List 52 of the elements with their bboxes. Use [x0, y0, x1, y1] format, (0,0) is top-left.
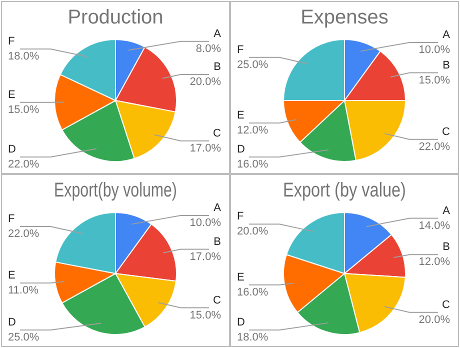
data-label: 14.0%: [418, 220, 450, 232]
chart-title: Export (by value): [283, 178, 406, 201]
data-label: 16.0%: [237, 286, 268, 298]
data-label: 10.0%: [418, 44, 450, 56]
slice-label: B: [442, 59, 450, 72]
data-label: 25.0%: [237, 58, 268, 71]
slice-label: A: [214, 202, 222, 214]
data-label: 11.0%: [8, 284, 39, 297]
slice-label: F: [237, 44, 244, 56]
data-label: 15.0%: [418, 74, 450, 86]
slice-label: D: [8, 144, 16, 156]
data-label: 12.0%: [418, 256, 450, 268]
slice-label: C: [213, 294, 222, 306]
slice-label: B: [214, 61, 221, 74]
slice-label: E: [237, 271, 244, 284]
slice-label: C: [213, 127, 222, 140]
data-label: 22.0%: [8, 228, 40, 240]
slice-label: C: [442, 298, 450, 311]
data-label: 20.0%: [237, 226, 268, 238]
slice-label: F: [237, 210, 244, 223]
data-label: 22.0%: [8, 158, 40, 171]
slice-label: D: [237, 144, 245, 156]
slice-label: B: [214, 236, 221, 248]
slice-label: A: [214, 28, 222, 40]
slice-label: E: [237, 109, 244, 122]
data-label: 16.0%: [237, 158, 268, 171]
data-label: 17.0%: [190, 250, 222, 263]
chart-title: Export(by volume): [54, 178, 177, 202]
data-label: 17.0%: [190, 142, 222, 154]
slice-label: E: [8, 88, 16, 101]
slice-label: D: [8, 316, 16, 329]
data-label: 18.0%: [237, 332, 268, 344]
data-label: 20.0%: [190, 76, 222, 88]
slice-label: F: [8, 36, 15, 48]
slice-label: B: [442, 241, 450, 254]
data-label: 18.0%: [8, 50, 40, 63]
slice-label: A: [442, 204, 451, 217]
slice-label: E: [8, 270, 16, 282]
slice-label: A: [442, 29, 451, 42]
data-label: 12.0%: [237, 124, 268, 136]
chart-title: Expenses: [300, 6, 388, 29]
data-label: 8.0%: [196, 42, 222, 55]
chart-title: Production: [68, 6, 164, 29]
slice-label: D: [237, 316, 245, 329]
slice-label: F: [8, 213, 15, 226]
data-label: 15.0%: [8, 104, 40, 116]
data-label: 15.0%: [190, 309, 222, 322]
data-label: 22.0%: [418, 140, 450, 153]
data-label: 25.0%: [8, 332, 40, 344]
data-label: 20.0%: [418, 314, 450, 326]
slice-label: C: [442, 126, 450, 138]
data-label: 10.0%: [190, 217, 222, 230]
